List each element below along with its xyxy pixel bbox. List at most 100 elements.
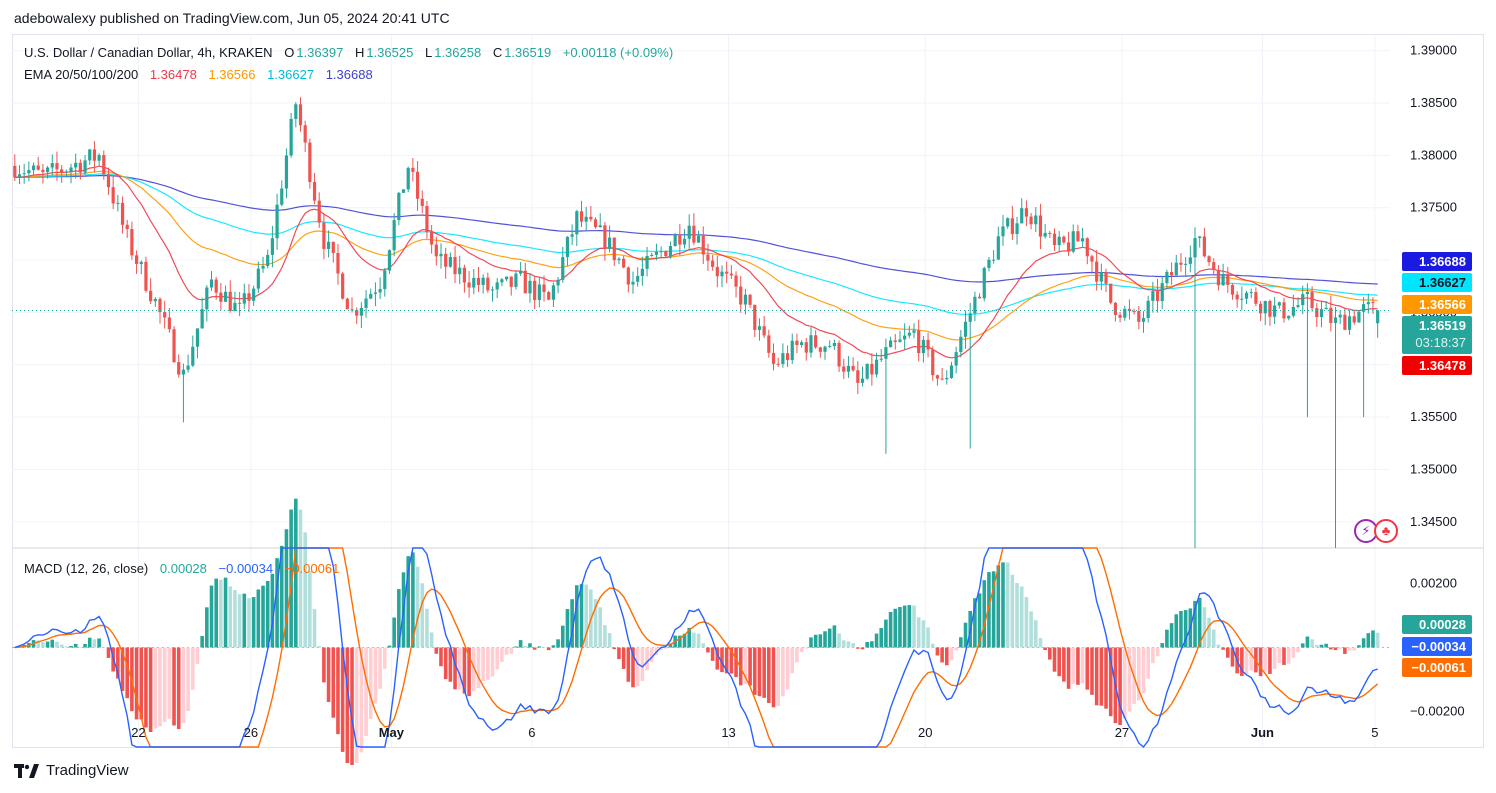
macd-histogram-bar	[879, 628, 884, 648]
macd-histogram-bar	[570, 599, 574, 648]
tradingview-logo[interactable]: TradingView	[14, 762, 129, 779]
macd-histogram-bar	[692, 632, 696, 648]
candle-body	[509, 276, 513, 287]
macd-histogram-bar	[120, 647, 125, 691]
macd-histogram-bar	[331, 647, 336, 718]
macd-histogram-bar	[200, 636, 204, 648]
candle-body	[1282, 302, 1286, 319]
candle-body	[982, 267, 986, 299]
macd-histogram-bar	[134, 647, 139, 720]
high-value: 1.36525	[366, 45, 414, 60]
macd-histogram-bar	[1310, 639, 1314, 648]
date-tick-label: Jun	[1251, 725, 1274, 740]
candle-body	[654, 251, 659, 255]
candle-body	[36, 165, 40, 170]
candle-body	[467, 282, 471, 288]
macd-histogram-bar	[87, 637, 92, 648]
macd-histogram-bar	[771, 647, 776, 708]
macd-histogram-bar	[256, 589, 261, 648]
candle-body	[1015, 223, 1019, 235]
candle-body	[500, 279, 504, 283]
candle-body	[294, 104, 298, 119]
candle-body	[1179, 262, 1183, 265]
macd-histogram-bar	[818, 634, 823, 648]
candle-body	[1296, 305, 1300, 307]
macd-signal-value: −0.00061	[284, 561, 340, 576]
candle-body	[462, 267, 467, 283]
macd-histogram-bar	[387, 645, 392, 648]
candle-body	[1216, 270, 1221, 286]
candle-body	[678, 234, 682, 245]
macd-histogram-bar	[916, 617, 921, 648]
candle-body	[233, 302, 237, 311]
candle-body	[472, 277, 476, 288]
candle-body	[1095, 261, 1099, 282]
candle-body	[270, 238, 274, 255]
macd-histogram-bar	[64, 646, 69, 648]
macd-histogram-bar	[823, 631, 827, 648]
macd-tick-label: 0.00200	[1410, 575, 1457, 590]
macd-histogram-bar	[373, 647, 378, 704]
candle-body	[593, 219, 598, 228]
candle-body	[692, 225, 696, 243]
candle-body	[949, 365, 954, 378]
macd-histogram-bar	[1099, 647, 1104, 706]
candle-body	[130, 229, 134, 256]
candle-body	[818, 347, 822, 352]
candle-body	[519, 270, 523, 274]
macd-histogram-bar	[926, 627, 930, 648]
macd-histogram-bar	[36, 640, 41, 648]
candle-body	[64, 171, 68, 173]
candle-body	[603, 225, 607, 249]
candle-body	[406, 167, 410, 190]
macd-histogram-bar	[1291, 647, 1296, 658]
candle-body	[837, 342, 841, 367]
macd-histogram-bar	[294, 498, 298, 648]
candle-body	[1240, 298, 1244, 300]
candle-body	[1202, 236, 1206, 257]
candle-body	[565, 236, 570, 258]
macd-histogram-bar	[949, 647, 954, 661]
candle-body	[1226, 274, 1230, 285]
macd-histogram-bar	[1174, 614, 1179, 648]
candle-body	[748, 294, 752, 305]
macd-histogram-bar	[92, 639, 97, 648]
macd-histogram-bar	[912, 605, 916, 648]
candle-body	[209, 279, 214, 288]
macd-histogram-bar	[556, 639, 560, 648]
macd-histogram-bar	[1347, 647, 1352, 651]
macd-histogram-bar	[757, 647, 762, 697]
candle-body	[1198, 236, 1202, 239]
candle-body	[102, 155, 106, 175]
macd-histogram-bar	[701, 643, 706, 648]
macd-histogram-bar	[987, 572, 991, 648]
macd-histogram-bar	[223, 577, 228, 648]
candle-body	[167, 317, 171, 330]
macd-histogram-bar	[734, 647, 738, 678]
ema50-price-tag: 1.36566	[1402, 295, 1472, 314]
canada-flag-icon[interactable]: ♣	[1374, 519, 1398, 543]
macd-histogram-bar	[228, 586, 233, 648]
candle-body	[659, 251, 663, 253]
candle-body	[476, 277, 481, 285]
candle-body	[345, 298, 349, 310]
macd-histogram-bar	[743, 647, 748, 685]
candle-body	[1268, 301, 1272, 317]
macd-histogram-bar	[1062, 647, 1066, 682]
macd-histogram-bar	[710, 647, 715, 661]
candle-body	[1174, 262, 1178, 276]
candle-body	[74, 162, 78, 168]
macd-histogram-bar	[598, 607, 603, 648]
candle-body	[163, 312, 167, 318]
macd-histogram-bar	[279, 545, 284, 648]
macd-histogram-bar	[214, 578, 218, 648]
macd-histogram-bar	[392, 617, 396, 648]
macd-histogram-bar	[1104, 647, 1108, 709]
candle-body	[640, 268, 644, 276]
legend-main: U.S. Dollar / Canadian Dollar, 4h, KRAKE…	[24, 45, 675, 60]
candle-body	[963, 321, 968, 337]
candle-body	[575, 211, 579, 235]
candle-body	[898, 339, 902, 342]
macd-histogram-bar	[1296, 647, 1300, 653]
